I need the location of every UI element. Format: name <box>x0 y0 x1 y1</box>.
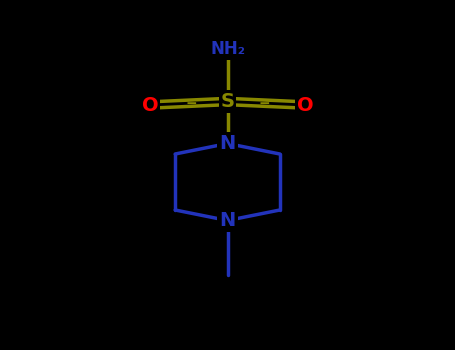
Text: =: = <box>185 94 197 108</box>
Text: O: O <box>297 96 313 114</box>
Text: NH₂: NH₂ <box>210 40 245 58</box>
Text: =: = <box>258 94 270 108</box>
Text: N: N <box>219 134 236 153</box>
Text: N: N <box>219 211 236 230</box>
Text: S: S <box>221 92 234 111</box>
Text: O: O <box>142 96 158 114</box>
